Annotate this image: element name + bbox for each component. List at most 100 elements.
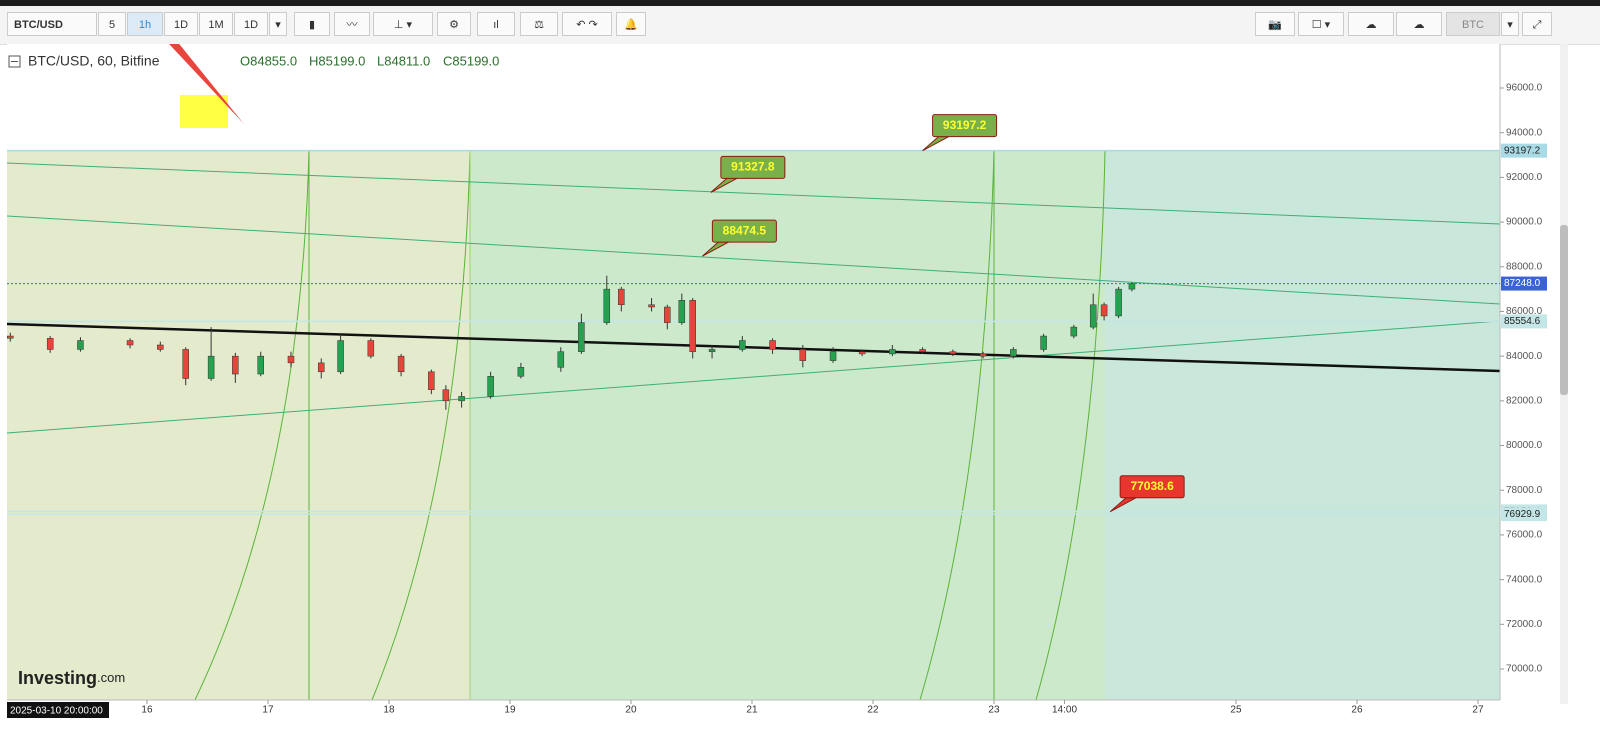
legend-title: BTC/USD, 60, Bitfine [28,53,160,69]
crosshair-label: 2025-03-10 20:00:00 [10,706,103,717]
candle-body [949,351,957,355]
candle-body [678,300,686,323]
price-level-label: 85554.6 [1504,316,1541,327]
toolbar: BTC/USD 5 1h 1D 1M 1D ▾ ▮ 〰 ⊥ ▾ ⚙ ıl ⚖ ↶… [0,6,1600,45]
alert-button[interactable]: 🔔 [616,12,646,36]
candle-body [739,340,746,350]
annotation-box [711,219,777,243]
candle-body [157,344,164,350]
legend-open: O84855.0 [240,53,297,68]
y-tick-label: 76000.0 [1506,530,1543,541]
crosshair-box [7,702,109,718]
candle-body [517,367,525,377]
fullscreen-button[interactable]: ⤢ [1522,12,1552,36]
x-tick-label: 25 [1230,705,1242,716]
logo: Investing.com [18,668,125,688]
color-button[interactable]: ☐ ▾ [1298,12,1344,36]
candle-body [1070,326,1078,337]
symbol-input[interactable]: BTC/USD [7,12,97,36]
interval-button[interactable]: 1M [199,12,233,36]
y-tick-label: 78000.0 [1506,485,1543,496]
candle-body [1128,283,1136,290]
candle-body [232,355,239,375]
legend-low: L84811.0 [377,53,430,68]
candle-body [1040,335,1047,350]
price-level-box [1501,314,1547,329]
logo-main: Investing [18,668,97,688]
annotation-box [932,114,998,138]
y-tick-label: 94000.0 [1506,127,1543,138]
y-tick-label: 72000.0 [1506,619,1543,630]
chart-style-button[interactable]: ▮ [294,12,330,36]
annotation: 93197.2 [922,114,998,152]
y-tick-label: 80000.0 [1506,440,1543,451]
interval-button[interactable]: 1h [127,12,163,36]
candle-body [648,304,655,308]
annotation: 77038.6 [1109,475,1185,513]
candle-body [858,351,866,355]
price-level-box [1501,507,1547,522]
candle-body [578,322,585,352]
annotation-box [720,155,786,179]
candle-body [442,389,450,402]
legend-high: H85199.0 [309,53,365,68]
candle-body [557,351,565,368]
x-tick-label: 22 [867,705,879,716]
candle-body [603,288,611,323]
top-bar [0,0,1600,6]
dropdown-button[interactable]: ▾ [269,12,287,36]
x-tick-label: 23 [988,705,1000,716]
annotation-label: 88474.5 [723,223,767,237]
chart: BTC/USD, 60, Bitfine O84855.0 H85199.0 L… [6,44,1568,718]
candle-body [919,349,926,352]
candle-body [367,340,375,357]
candle-body [458,396,465,402]
price-level-box [1501,276,1547,291]
candle-body [799,349,807,361]
gann-arcs [194,150,1106,701]
interval-button[interactable]: 5 [98,12,126,36]
trend-line [6,322,1501,373]
save-button[interactable]: ☁ [1396,12,1442,36]
candle-body [337,340,344,373]
annotation-label: 77038.6 [1130,479,1174,493]
settings-button[interactable]: ⚙ [437,12,471,36]
scrollbar-thumb[interactable] [1560,225,1568,395]
candle-body [317,362,325,373]
zone [1105,151,1500,700]
candle-body [889,349,896,355]
candle-body [126,340,134,346]
studies-button[interactable]: ıl [477,12,515,36]
interval-button[interactable]: 1D [164,12,198,36]
annotation-label: 91327.8 [731,160,775,174]
compare-button[interactable]: ⚖ [520,12,558,36]
snapshot-button[interactable]: 📷 [1255,12,1295,36]
candle-body [1089,304,1097,328]
collapse-icon[interactable] [8,55,21,68]
price-level-label: 93197.2 [1504,145,1541,156]
currency-button[interactable]: BTC [1446,12,1500,36]
load-button[interactable]: ☁ [1348,12,1394,36]
candle-body [1100,304,1108,317]
candle-body [77,340,84,350]
indicator-button[interactable]: 〰 [334,12,370,36]
x-tick-label: 19 [504,705,516,716]
x-tick-label: 14:00 [1052,705,1077,716]
candle-body [1115,288,1122,317]
drawing-button[interactable]: ⊥ ▾ [373,12,433,36]
annotation: 88474.5 [702,219,777,257]
price-level-label: 87248.0 [1504,278,1541,289]
candle-body [1010,349,1017,357]
dropdown-button[interactable]: ▾ [1501,12,1519,36]
undo-redo-button[interactable]: ↶ ↷ [562,12,612,36]
candle-body [287,355,295,364]
candle-body [397,355,405,373]
interval-button[interactable]: 1D [234,12,268,36]
candle-body [769,340,776,350]
y-tick-label: 96000.0 [1506,83,1543,94]
price-level-box [1501,143,1547,158]
y-tick-label: 88000.0 [1506,261,1543,272]
y-tick-label: 82000.0 [1506,395,1543,406]
y-tick-label: 84000.0 [1506,351,1543,362]
x-tick-label: 27 [1472,705,1484,716]
